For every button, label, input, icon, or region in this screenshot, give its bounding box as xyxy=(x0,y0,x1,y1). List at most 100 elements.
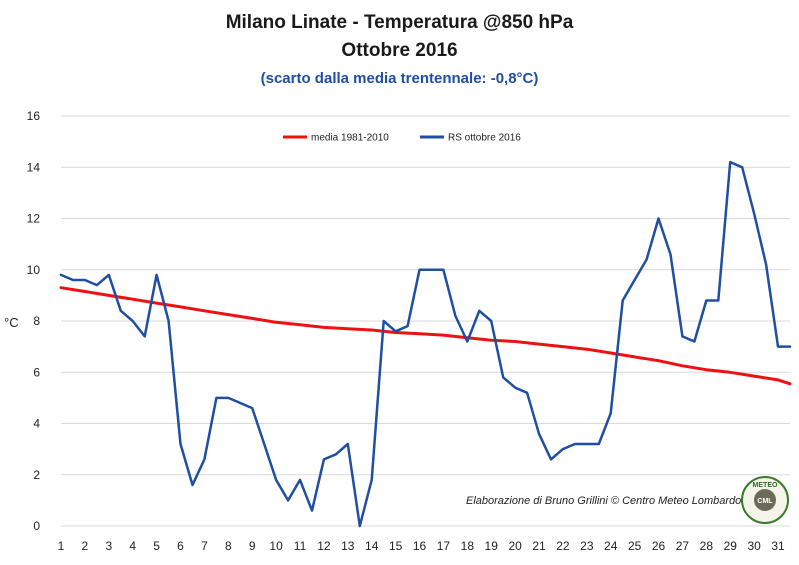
data-point xyxy=(418,268,421,271)
x-tick-label: 14 xyxy=(365,539,379,553)
credit-text: Elaborazione di Bruno Grillini © Centro … xyxy=(466,495,741,507)
data-point xyxy=(358,525,361,527)
y-tick-label: 10 xyxy=(27,263,41,277)
data-point xyxy=(633,279,636,281)
legend-label: RS ottobre 2016 xyxy=(448,133,521,144)
data-point xyxy=(657,217,660,220)
data-point xyxy=(490,339,493,342)
data-point xyxy=(502,376,504,379)
y-tick-label: 0 xyxy=(33,519,40,533)
data-point xyxy=(514,386,516,389)
y-tick-label: 14 xyxy=(27,160,41,174)
data-point xyxy=(586,348,588,350)
x-tick-label: 3 xyxy=(105,539,112,553)
x-tick-label: 24 xyxy=(604,539,618,553)
data-point xyxy=(442,268,445,271)
data-point xyxy=(789,345,791,348)
data-point xyxy=(84,290,86,293)
data-point xyxy=(597,443,600,445)
data-point xyxy=(442,334,445,336)
x-tick-label: 17 xyxy=(437,539,451,553)
y-tick-label: 12 xyxy=(27,212,41,226)
x-tick-label: 10 xyxy=(269,539,283,553)
data-point xyxy=(538,432,540,435)
data-point xyxy=(717,299,720,302)
data-point xyxy=(167,320,170,322)
data-point xyxy=(239,402,242,404)
x-tick-label: 7 xyxy=(201,539,208,553)
data-point xyxy=(538,343,540,345)
x-tick-label: 18 xyxy=(461,539,475,553)
data-point xyxy=(131,298,134,301)
data-point xyxy=(478,309,481,312)
data-point xyxy=(179,306,182,308)
y-tick-label: 4 xyxy=(33,417,40,431)
logo-text-top: METEO xyxy=(753,482,778,489)
series-lines xyxy=(59,160,792,528)
x-tick-label: 29 xyxy=(724,539,738,553)
data-point xyxy=(191,484,194,486)
x-tick-label: 30 xyxy=(747,539,761,553)
data-point xyxy=(514,340,516,343)
y-tick-label: 2 xyxy=(33,468,40,482)
data-point xyxy=(382,320,385,322)
x-tick-label: 8 xyxy=(225,539,232,553)
data-point xyxy=(215,397,218,399)
data-point xyxy=(263,443,265,445)
data-point xyxy=(251,317,254,320)
data-point xyxy=(155,302,158,304)
x-tick-label: 15 xyxy=(389,539,403,553)
data-point xyxy=(681,365,684,367)
x-tick-label: 25 xyxy=(628,539,642,553)
y-tick-label: 8 xyxy=(33,314,40,328)
data-point xyxy=(347,443,349,445)
data-point xyxy=(60,286,62,289)
data-point xyxy=(753,212,755,215)
x-tick-label: 28 xyxy=(700,539,714,553)
x-tick-label: 5 xyxy=(153,539,160,553)
data-point xyxy=(454,315,457,317)
data-point xyxy=(323,326,325,329)
series-line-media xyxy=(59,286,792,386)
x-tick-label: 11 xyxy=(294,539,307,553)
data-point xyxy=(84,279,86,281)
data-point xyxy=(430,268,433,271)
x-tick-label: 31 xyxy=(771,539,785,553)
x-tick-labels: 1 2 3 4 5 6 7 8 9 10 11 12 13 14 15 16 17 18 19 20 21 22 23 24 2… xyxy=(58,539,785,553)
x-tick-label: 16 xyxy=(413,539,427,553)
cml-logo: METEO CML xyxy=(741,476,789,524)
data-point xyxy=(119,309,122,312)
legend-label: media 1981-2010 xyxy=(311,133,389,144)
data-point xyxy=(789,382,791,385)
data-point xyxy=(370,329,373,331)
data-point xyxy=(143,335,146,338)
data-point xyxy=(777,379,779,381)
data-point xyxy=(108,294,110,297)
x-tick-label: 2 xyxy=(82,539,89,553)
data-point xyxy=(681,335,684,338)
data-point xyxy=(729,371,732,374)
y-tick-label: 16 xyxy=(27,109,41,123)
data-point xyxy=(526,391,528,394)
data-point xyxy=(550,458,552,461)
data-point xyxy=(394,330,397,333)
data-point xyxy=(155,274,158,276)
data-point xyxy=(251,407,254,409)
data-point xyxy=(753,375,755,377)
data-point xyxy=(633,356,636,358)
data-point xyxy=(741,166,743,169)
data-point xyxy=(275,479,277,481)
data-point xyxy=(609,352,612,354)
chart-subtitle: Ottobre 2016 xyxy=(341,40,458,61)
data-point xyxy=(490,320,493,322)
x-tick-label: 12 xyxy=(317,539,331,553)
x-tick-label: 6 xyxy=(177,539,184,553)
data-point xyxy=(323,458,325,461)
data-point xyxy=(203,458,206,461)
x-tick-label: 20 xyxy=(508,539,522,553)
x-tick-label: 4 xyxy=(129,539,136,553)
data-point xyxy=(621,299,624,302)
data-point xyxy=(418,333,421,335)
data-point xyxy=(287,499,289,502)
